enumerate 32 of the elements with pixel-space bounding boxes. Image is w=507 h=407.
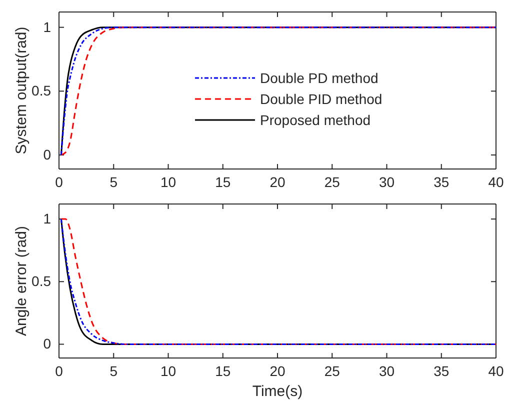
x-tick-label: 35 bbox=[434, 174, 450, 190]
y-tick-label: 1 bbox=[43, 210, 52, 227]
x-tick-label: 20 bbox=[270, 362, 286, 379]
x-tick-label: 0 bbox=[55, 362, 64, 379]
y-tick-label: 0.5 bbox=[32, 273, 52, 290]
legend-label: Proposed method bbox=[260, 112, 371, 128]
x-tick-label: 40 bbox=[488, 174, 504, 190]
x-tick-label: 15 bbox=[215, 362, 231, 379]
y-tick-label: 0 bbox=[43, 336, 52, 352]
x-tick-label: 25 bbox=[324, 362, 340, 379]
y-tick-label: 1 bbox=[43, 18, 52, 35]
x-tick-label: 10 bbox=[160, 362, 176, 379]
x-tick-label: 30 bbox=[378, 174, 395, 190]
legend-label: Double PID method bbox=[260, 91, 382, 107]
x-axis-title: Time(s) bbox=[252, 383, 303, 400]
y-axis-title: System output(rad) bbox=[13, 26, 30, 154]
x-tick-label: 40 bbox=[488, 362, 504, 379]
x-tick-label: 30 bbox=[378, 362, 395, 379]
line-series bbox=[60, 26, 497, 156]
line-series bbox=[60, 218, 497, 345]
x-tick-label: 20 bbox=[270, 174, 286, 190]
x-tick-label: 15 bbox=[215, 174, 231, 190]
x-tick-label: 5 bbox=[110, 362, 118, 379]
y-tick-label: 0 bbox=[43, 146, 52, 162]
x-tick-label: 5 bbox=[110, 174, 118, 190]
x-tick-label: 0 bbox=[55, 174, 64, 190]
x-tick-label: 25 bbox=[324, 174, 340, 190]
y-tick-label: 0.5 bbox=[32, 82, 52, 99]
legend-label: Double PD method bbox=[260, 70, 378, 86]
x-tick-label: 10 bbox=[160, 174, 176, 190]
y-axis-title: Angle error (rad) bbox=[13, 226, 30, 336]
x-tick-label: 35 bbox=[434, 362, 450, 379]
